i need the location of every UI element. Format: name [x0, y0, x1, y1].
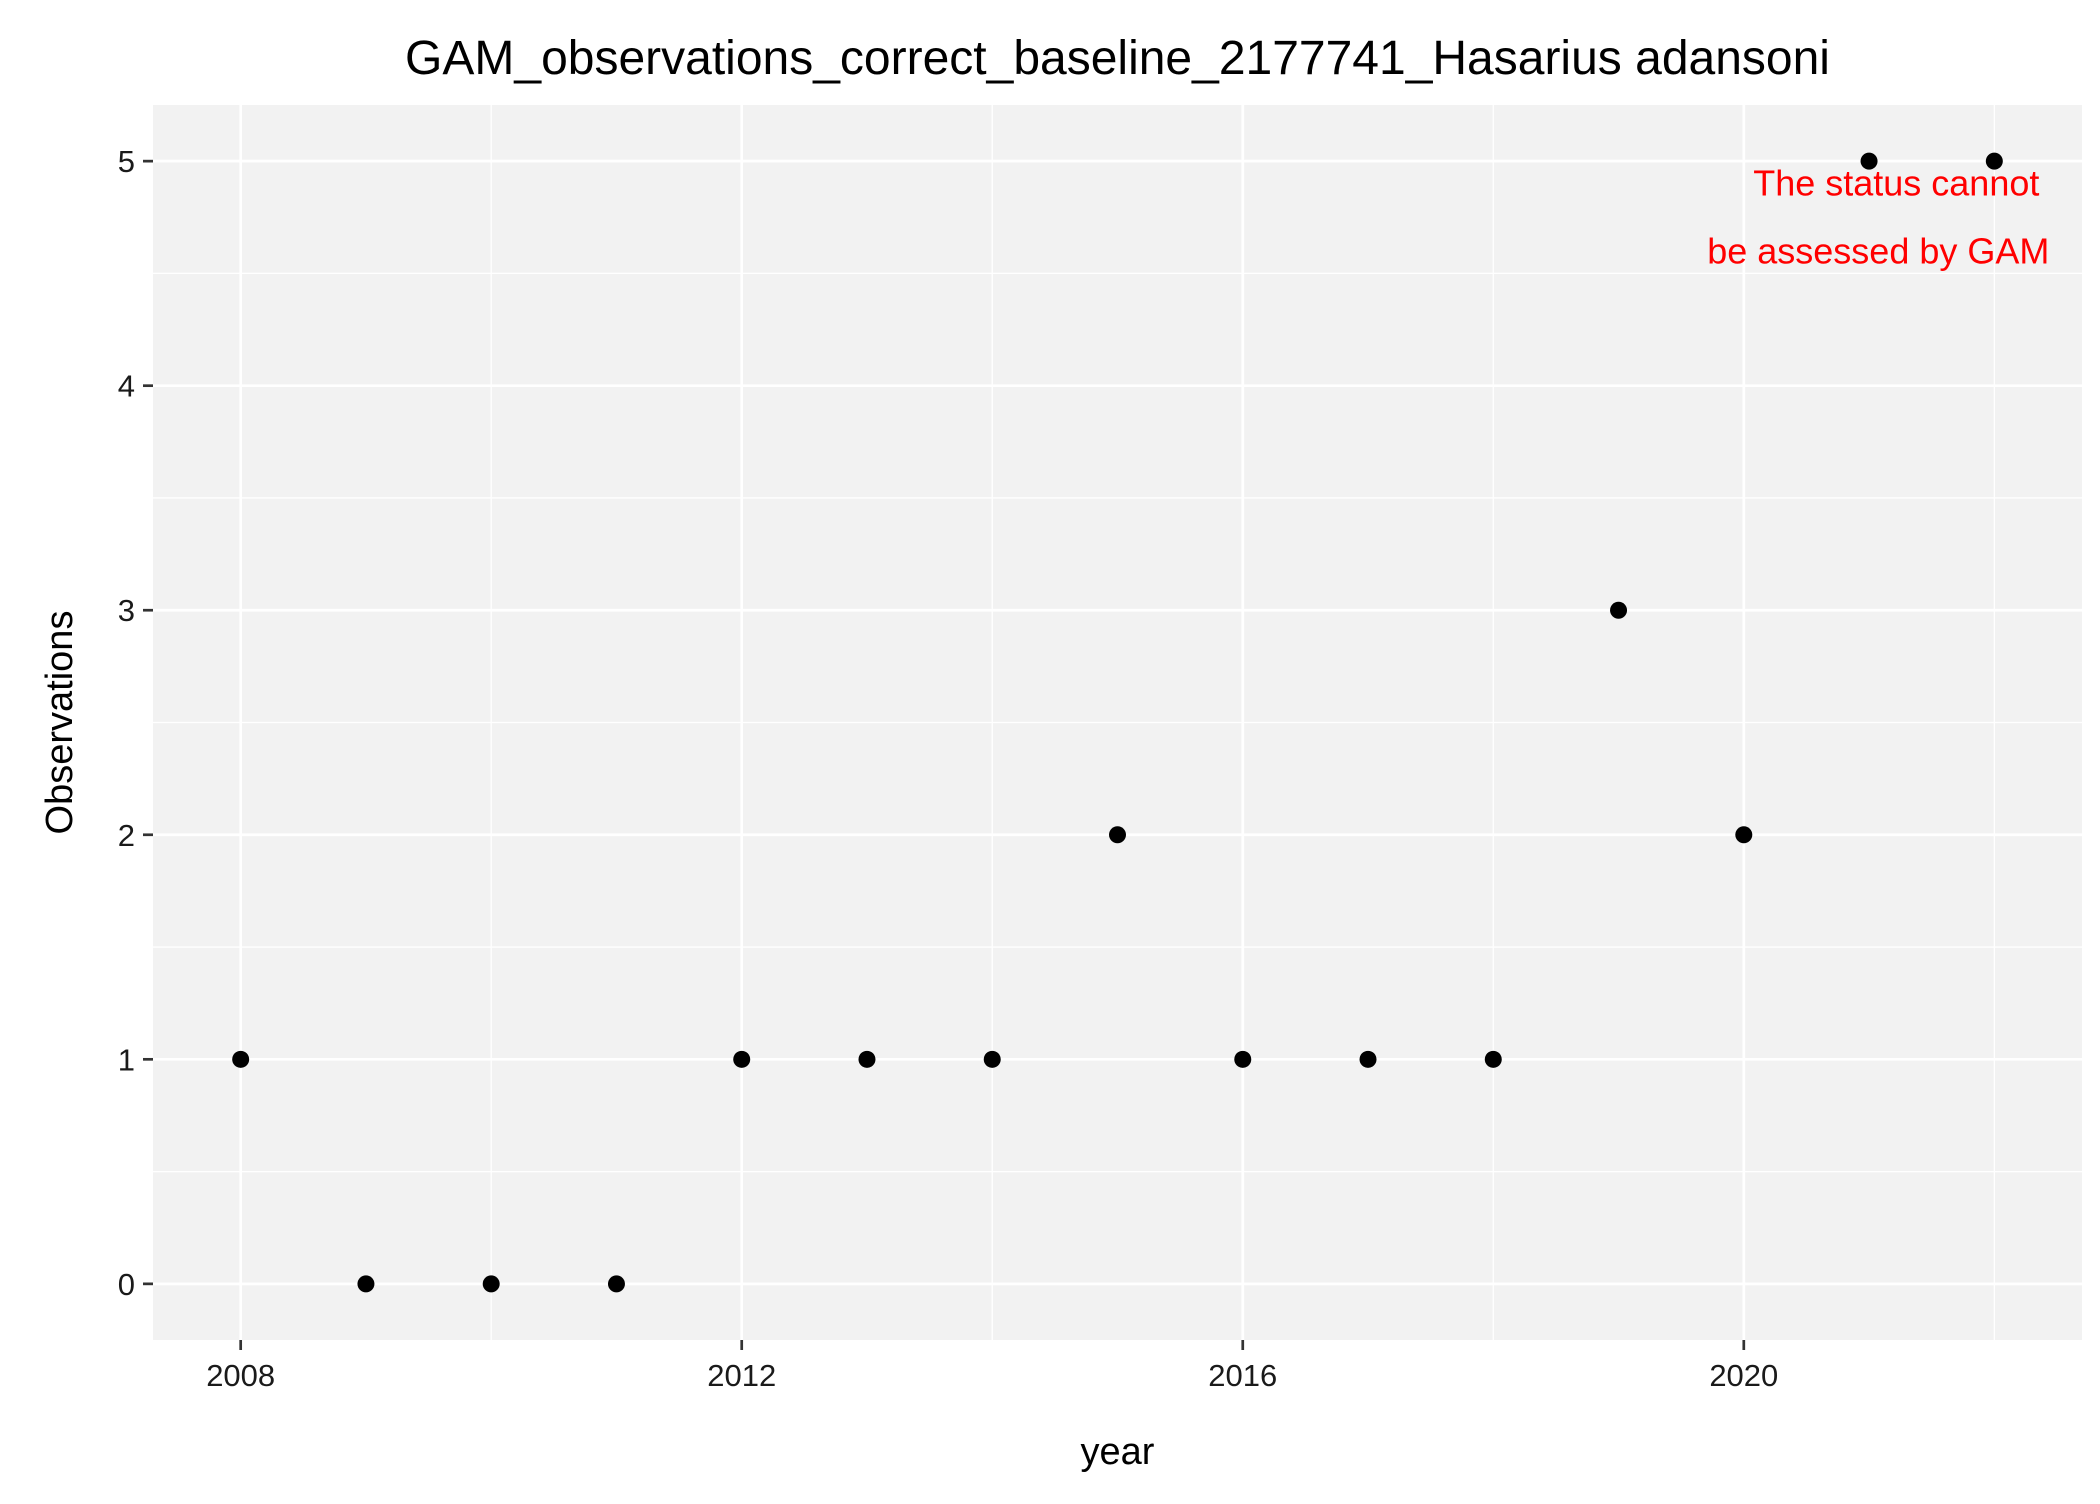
gridlines: [153, 105, 2082, 1340]
y-tick-label: 4: [118, 369, 135, 404]
data-point: [232, 1050, 250, 1068]
data-point: [607, 1275, 625, 1293]
chart-title: GAM_observations_correct_baseline_217774…: [405, 32, 1830, 85]
x-tick-label: 2008: [206, 1358, 275, 1393]
data-point: [983, 1050, 1001, 1068]
annotation-line-2: be assessed by GAM: [1707, 231, 2049, 272]
data-point: [1610, 601, 1628, 619]
data-points: [232, 152, 2003, 1293]
data-point: [1985, 152, 2003, 170]
y-tick-label: 1: [118, 1042, 135, 1077]
y-tick-label: 2: [118, 818, 135, 853]
x-axis-title: year: [1081, 1431, 1155, 1473]
annotation: The status cannot be assessed by GAM: [1707, 163, 2049, 272]
y-axis-title: Observations: [39, 611, 81, 835]
axis-ticks: 2008 2012 2016 2020 0 1 2 3 4 5: [118, 144, 1779, 1393]
data-point: [482, 1275, 500, 1293]
annotation-line-1: The status cannot: [1753, 163, 2039, 204]
data-point: [357, 1275, 375, 1293]
x-tick-label: 2020: [1709, 1358, 1778, 1393]
data-point: [1234, 1050, 1252, 1068]
y-tick-label: 3: [118, 593, 135, 628]
data-point: [858, 1050, 876, 1068]
data-point: [1484, 1050, 1502, 1068]
data-point: [733, 1050, 751, 1068]
y-tick-label: 5: [118, 144, 135, 179]
data-point: [1735, 826, 1753, 844]
data-point: [1109, 826, 1126, 844]
data-point: [1860, 152, 1878, 170]
y-tick-label: 0: [118, 1267, 135, 1302]
data-point: [1359, 1050, 1377, 1068]
x-tick-label: 2016: [1208, 1358, 1277, 1393]
x-tick-label: 2012: [707, 1358, 776, 1393]
